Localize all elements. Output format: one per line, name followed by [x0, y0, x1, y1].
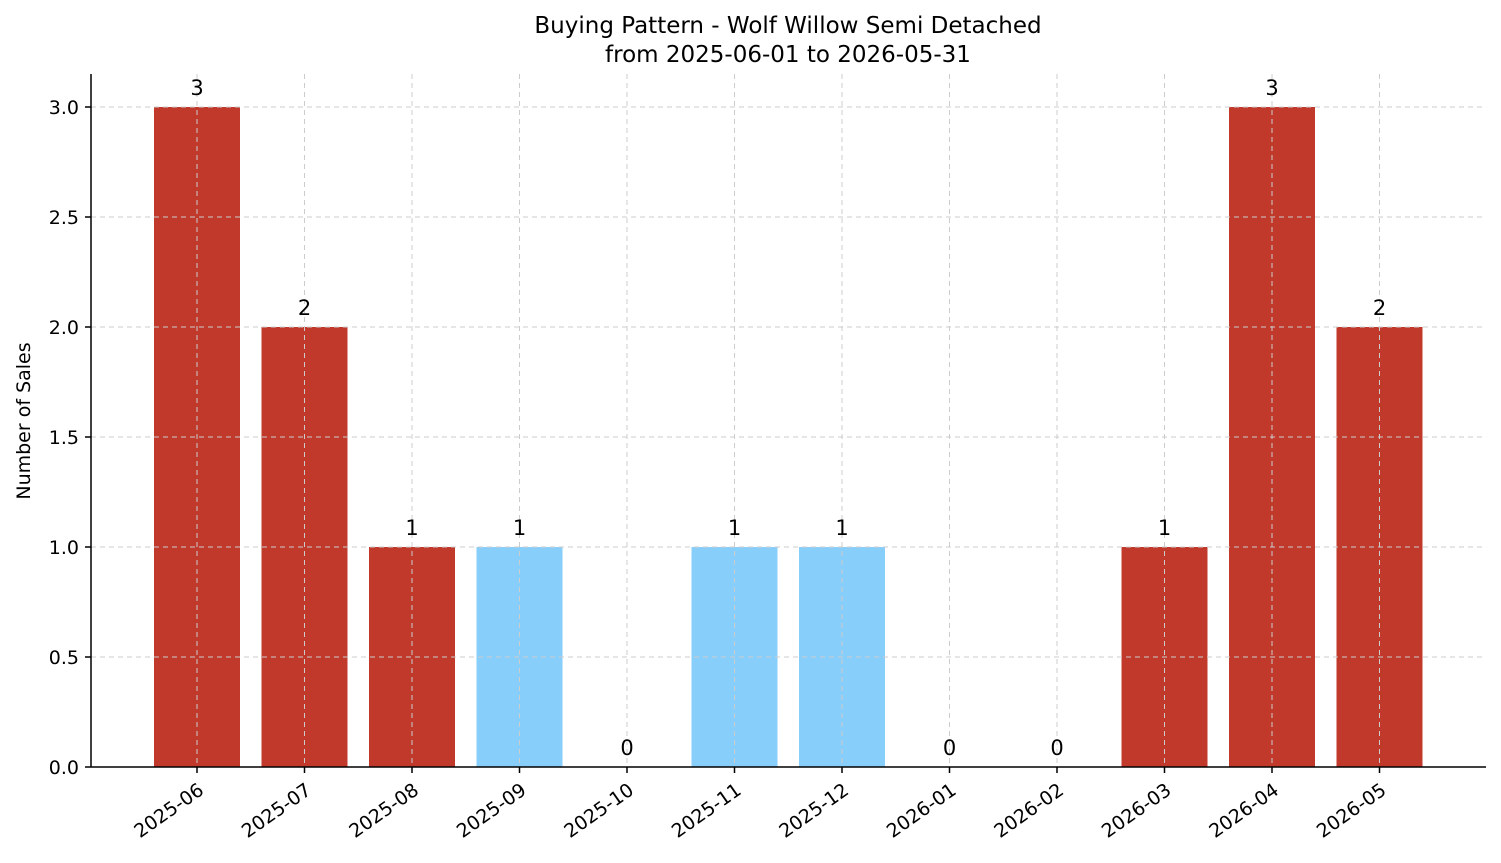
- data-label: 1: [513, 516, 526, 540]
- x-tick-label: 2026-04: [1205, 779, 1283, 843]
- data-label: 3: [1265, 76, 1278, 100]
- data-label: 1: [728, 516, 741, 540]
- x-tick-label: 2025-10: [560, 779, 638, 843]
- data-label: 1: [1158, 516, 1171, 540]
- data-label: 2: [1373, 296, 1386, 320]
- x-tick-label: 2026-05: [1313, 779, 1391, 843]
- x-tick-label: 2026-03: [1098, 779, 1176, 843]
- y-tick-label: 0.5: [49, 647, 79, 669]
- y-tick-label: 3.0: [49, 97, 79, 119]
- y-tick-label: 1.0: [49, 537, 79, 559]
- chart-title: Buying Pattern - Wolf Willow Semi Detach…: [534, 13, 1041, 39]
- y-tick-label: 2.0: [49, 317, 79, 339]
- data-label: 0: [620, 736, 633, 760]
- data-label: 2: [298, 296, 311, 320]
- data-label: 0: [943, 736, 956, 760]
- x-tick-label: 2025-08: [345, 779, 423, 843]
- y-tick-label: 0.0: [49, 757, 79, 779]
- chart-subtitle: from 2025-06-01 to 2026-05-31: [605, 42, 971, 68]
- data-label-layer: 3 2 1 1 0 1 1 0 0 1 3 2: [190, 76, 1386, 760]
- x-tick-layer: 2025-06 2025-07 2025-08 2025-09 2025-10 2025-…: [130, 767, 1390, 843]
- data-label: 1: [405, 516, 418, 540]
- y-axis-label: Number of Sales: [13, 342, 35, 499]
- axis-layer: [90, 74, 1486, 768]
- y-tick-label: 1.5: [49, 427, 79, 449]
- y-tick-label: 2.5: [49, 207, 79, 229]
- data-label: 0: [1050, 736, 1063, 760]
- x-tick-label: 2026-02: [990, 779, 1068, 843]
- x-tick-label: 2025-11: [668, 779, 746, 843]
- x-tick-label: 2025-09: [453, 779, 531, 843]
- data-label: 3: [190, 76, 203, 100]
- x-tick-label: 2025-06: [130, 779, 208, 843]
- x-tick-label: 2025-07: [238, 779, 316, 843]
- x-tick-label: 2026-01: [883, 779, 961, 843]
- data-label: 1: [835, 516, 848, 540]
- x-tick-label: 2025-12: [775, 779, 853, 843]
- y-tick-layer: 0.0 0.5 1.0 1.5 2.0 2.5 3.0: [49, 97, 91, 779]
